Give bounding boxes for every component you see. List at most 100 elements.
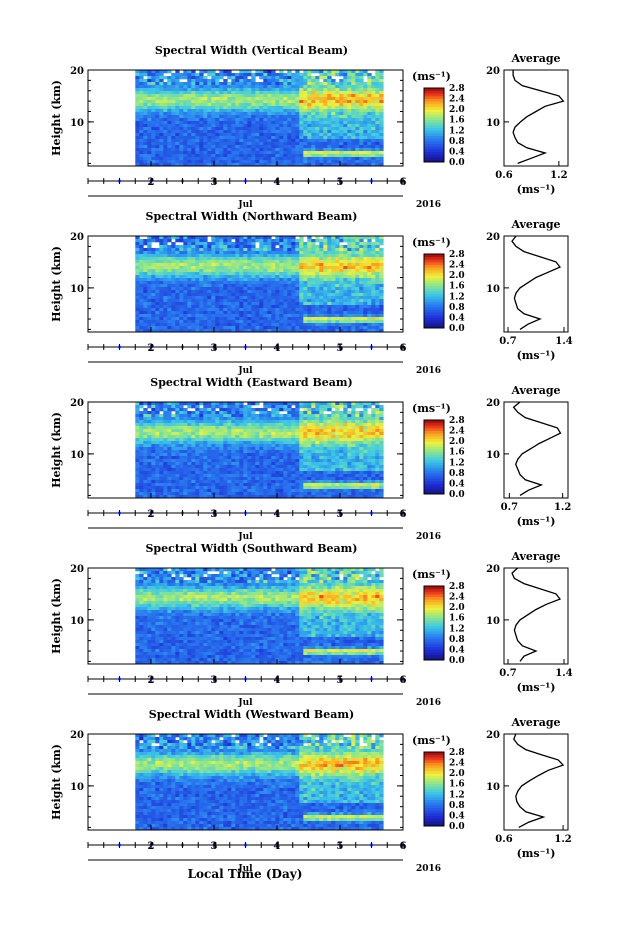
heatmap-cell	[155, 151, 160, 155]
heatmap-cell	[359, 139, 364, 143]
heatmap-cell	[355, 160, 360, 164]
heatmap-cell	[259, 124, 264, 128]
heatmap-cell	[219, 139, 224, 143]
heatmap-cell	[235, 302, 240, 306]
heatmap-cell	[191, 73, 196, 77]
heatmap-cell	[155, 100, 160, 104]
heatmap-cell	[167, 85, 172, 89]
heatmap-cell	[335, 121, 340, 125]
heatmap-cell	[379, 242, 384, 246]
heatmap-cell	[151, 109, 156, 113]
heatmap-cell	[163, 263, 168, 267]
heatmap-cell	[243, 151, 248, 155]
heatmap-cell	[363, 88, 368, 92]
heatmap-cell	[239, 290, 244, 294]
heatmap-cell	[159, 76, 164, 80]
heatmap-cell	[155, 109, 160, 113]
y-tick-label: 20	[70, 66, 84, 77]
heatmap-cell	[151, 423, 156, 427]
heatmap-cell	[155, 317, 160, 321]
heatmap-cell	[167, 329, 172, 333]
heatmap-cell	[175, 139, 180, 143]
heatmap-cell	[239, 438, 244, 442]
heatmap-cell	[183, 112, 188, 116]
heatmap-cell	[179, 302, 184, 306]
heatmap-cell	[271, 302, 276, 306]
heatmap-cell	[331, 435, 336, 439]
heatmap-cell	[259, 326, 264, 330]
heatmap-cell	[263, 248, 268, 252]
heatmap-cell	[271, 417, 276, 421]
heatmap-cell	[283, 91, 288, 95]
heatmap-cell	[371, 142, 376, 146]
heatmap-cell	[203, 275, 208, 279]
heatmap-cell	[223, 290, 228, 294]
heatmap-cell	[295, 272, 300, 276]
heatmap-cell	[179, 112, 184, 116]
heatmap-cell	[179, 308, 184, 312]
heatmap-cell	[243, 106, 248, 110]
heatmap-cell	[295, 97, 300, 101]
heatmap-cell	[247, 323, 252, 327]
heatmap-cell	[299, 326, 304, 330]
heatmap-cell	[203, 97, 208, 101]
heatmap-cell	[299, 73, 304, 77]
heatmap-cell	[163, 88, 168, 92]
heatmap-cell	[323, 438, 328, 442]
heatmap-cell	[211, 242, 216, 246]
heatmap-cell	[203, 405, 208, 409]
heatmap-cell	[315, 314, 320, 318]
heatmap-cell	[355, 154, 360, 158]
heatmap-cell	[255, 106, 260, 110]
heatmap-cell	[183, 100, 188, 104]
heatmap-cell	[215, 414, 220, 418]
colorbar-segment	[424, 267, 444, 271]
heatmap-cell	[247, 435, 252, 439]
heatmap-cell	[347, 426, 352, 430]
heatmap-cell	[219, 127, 224, 131]
heatmap-cell	[323, 248, 328, 252]
heatmap-cell	[323, 326, 328, 330]
heatmap-cell	[283, 163, 288, 167]
heatmap-cell	[155, 444, 160, 448]
heatmap-cell	[239, 263, 244, 267]
heatmap-cell	[283, 420, 288, 424]
heatmap-cell	[247, 163, 252, 167]
heatmap-cell	[215, 157, 220, 161]
heatmap-cell	[275, 266, 280, 270]
heatmap-cell	[259, 94, 264, 98]
heatmap-cell	[375, 420, 380, 424]
heatmap-cell	[155, 263, 160, 267]
heatmap-cell	[219, 420, 224, 424]
heatmap-cell	[279, 91, 284, 95]
heatmap-cell	[343, 311, 348, 315]
heatmap-cell	[163, 302, 168, 306]
heatmap-cell	[199, 70, 204, 74]
heatmap-cell	[279, 254, 284, 258]
heatmap-cell	[187, 296, 192, 300]
heatmap-cell	[243, 278, 248, 282]
heatmap-cell	[263, 127, 268, 131]
heatmap-cell	[187, 405, 192, 409]
heatmap-cell	[327, 278, 332, 282]
colorbar-segment	[424, 261, 444, 265]
heatmap-cell	[303, 248, 308, 252]
heatmap-cell	[279, 329, 284, 333]
heatmap-cell	[143, 296, 148, 300]
heatmap-cell	[359, 299, 364, 303]
heatmap-cell	[175, 405, 180, 409]
heatmap-cell	[167, 82, 172, 86]
heatmap-cell	[255, 435, 260, 439]
heatmap-cell	[319, 278, 324, 282]
heatmap-cell	[371, 423, 376, 427]
heatmap-cell	[307, 435, 312, 439]
heatmap-cell	[143, 163, 148, 167]
heatmap-cell	[187, 76, 192, 80]
heatmap-cell	[351, 299, 356, 303]
heatmap-cell	[311, 302, 316, 306]
heatmap-cell	[171, 402, 176, 406]
heatmap-cell	[227, 100, 232, 104]
heatmap-cell	[303, 160, 308, 164]
heatmap-cell	[299, 245, 304, 249]
heatmap-cell	[355, 124, 360, 128]
